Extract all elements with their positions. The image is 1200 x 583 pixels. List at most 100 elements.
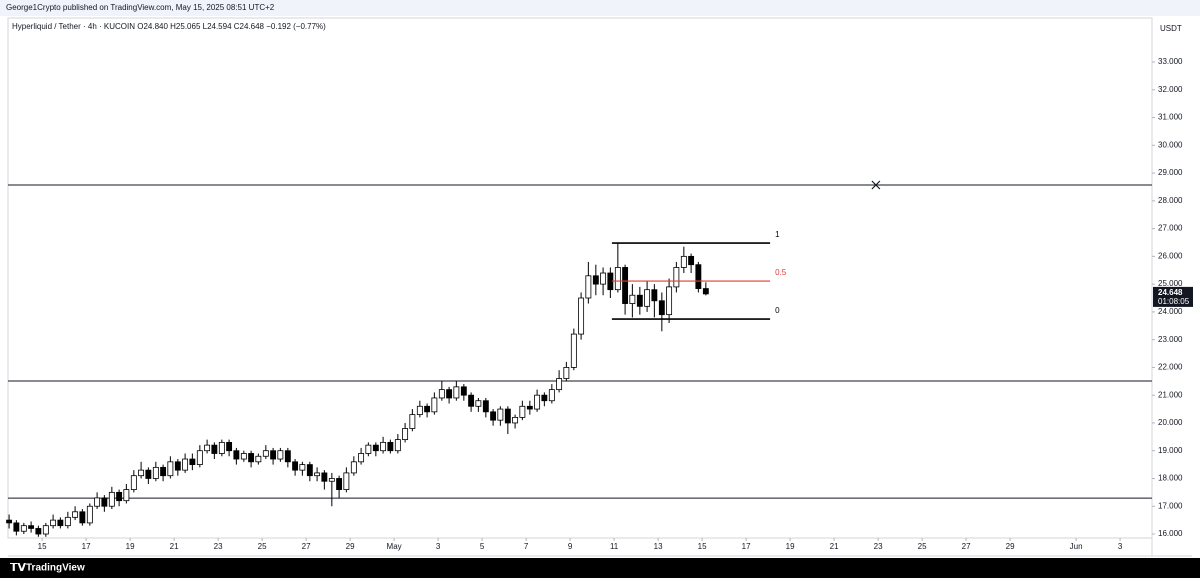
x-tick-label: 25 [918, 542, 927, 551]
candle-body [13, 522, 20, 532]
candle-body [343, 472, 350, 490]
candle-body [255, 455, 262, 463]
candle-body [218, 441, 225, 454]
x-tick-label: 29 [346, 542, 355, 551]
fib-label: 1 [775, 230, 780, 239]
candle-body [666, 286, 673, 316]
candle-body [101, 497, 108, 507]
candle-body [116, 491, 123, 502]
candle-body [688, 255, 695, 266]
candle-body [453, 386, 460, 399]
footer: TradingView [26, 563, 85, 574]
x-tick-label: 25 [258, 542, 267, 551]
x-tick-label: 7 [524, 542, 529, 551]
candle-body [240, 453, 247, 460]
y-tick-label: 26.000 [1158, 251, 1183, 260]
y-tick-label: 27.000 [1158, 224, 1183, 233]
x-tick-label: 13 [654, 542, 663, 551]
y-tick-label: 31.000 [1158, 113, 1183, 122]
fib-label: 0.5 [775, 268, 787, 277]
y-unit: USDT [1160, 24, 1182, 33]
y-tick-label: 18.000 [1158, 474, 1183, 483]
candle-body [673, 267, 680, 288]
candle-body [365, 444, 372, 454]
candle-body [130, 475, 137, 490]
candle-body [262, 450, 269, 457]
x-tick-label: May [387, 542, 402, 551]
y-tick-label: 28.000 [1158, 196, 1183, 205]
candle-body [211, 444, 218, 454]
candle-body [358, 453, 365, 463]
candle-body [409, 414, 416, 429]
candle-body [519, 405, 526, 418]
candle-body [138, 469, 145, 477]
x-tick-label: 17 [742, 542, 751, 551]
candle-body [468, 394, 475, 407]
y-tick-label: 29.000 [1158, 168, 1183, 177]
fib-label: 0 [775, 306, 780, 315]
y-tick-label: 19.000 [1158, 446, 1183, 455]
x-tick-label: 11 [610, 542, 619, 551]
candle-body [79, 511, 86, 524]
candle-body [394, 439, 401, 452]
price-tag-label: 24.648 [1158, 288, 1183, 297]
candle-body [460, 386, 467, 396]
candle-body [233, 450, 240, 460]
x-tick-label: 3 [436, 542, 441, 551]
candle-body [328, 478, 335, 482]
x-tick-label: 27 [302, 542, 311, 551]
x-tick-label: 23 [874, 542, 883, 551]
candle-body [614, 267, 621, 291]
candle-body [387, 441, 394, 452]
x-tick-label: 21 [830, 542, 839, 551]
candle-body [6, 519, 13, 524]
y-tick-label: 23.000 [1158, 335, 1183, 344]
candle-body [585, 275, 592, 299]
footer-bar [0, 558, 1200, 578]
x-tick-label: 9 [568, 542, 573, 551]
candle-body [350, 461, 357, 474]
candle-body [504, 408, 511, 424]
y-tick-label: 16.000 [1158, 529, 1183, 538]
candle-body [372, 444, 379, 452]
x-tick-label: 21 [170, 542, 179, 551]
candle-body [123, 489, 130, 502]
candle-body [336, 478, 343, 490]
candle-body [42, 525, 49, 535]
candle-body [174, 461, 181, 471]
candle-body [534, 394, 541, 410]
top-bar [0, 0, 1200, 16]
candle-body [402, 428, 409, 441]
y-tick-label: 20.000 [1158, 418, 1183, 427]
candle-body [226, 441, 233, 452]
candle-body [622, 267, 629, 304]
candle-body [416, 405, 423, 416]
candle-body [299, 464, 306, 471]
price-tag [1153, 286, 1193, 307]
candle-body [160, 466, 167, 477]
candle-body [380, 441, 387, 452]
y-tick-label: 22.000 [1158, 363, 1183, 372]
x-tick-label: 15 [38, 542, 47, 551]
x-tick-label: Jun [1070, 542, 1083, 551]
candle-body [695, 264, 702, 289]
candle-body [556, 378, 563, 391]
candle-body [592, 275, 599, 285]
candle-body [578, 297, 585, 335]
candle-body [248, 453, 255, 463]
x-tick-label: 27 [962, 542, 971, 551]
candle-body [482, 400, 489, 413]
candle-body [152, 466, 159, 479]
candle-body [424, 405, 431, 413]
candle-body [292, 461, 299, 471]
candle-body [145, 469, 152, 479]
candle-body [86, 505, 93, 524]
candle-body [651, 289, 658, 302]
candle-body [570, 333, 577, 368]
candle-body [204, 444, 211, 452]
candle-body [167, 461, 174, 477]
y-tick-label: 30.000 [1158, 140, 1183, 149]
x-marker [871, 180, 881, 190]
logo-mark: 𝗧𝗩 [10, 562, 27, 574]
